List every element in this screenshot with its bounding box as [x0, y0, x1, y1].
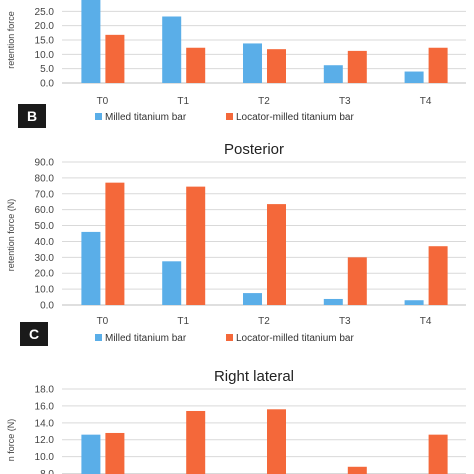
- bar-t1-series-2: [186, 410, 206, 474]
- bar-t3-series-2: [347, 50, 367, 83]
- legend-label: Locator-milled titanium bar: [236, 333, 354, 344]
- panel-2: 0.0 10.0 20.0 30.0 40.0 50.0 60.0 70.0 80.0 90.0 r…: [6, 141, 466, 346]
- y-axis-label: retention force: [6, 11, 16, 69]
- bar-t0-series-1: [81, 231, 101, 305]
- y-tick-label: 14.0: [35, 418, 55, 429]
- legend-label: Milled titanium bar: [105, 333, 187, 344]
- bar-t4-series-2: [428, 434, 448, 474]
- bar-t4-series-1: [404, 300, 424, 305]
- y-tick-label: 18.0: [35, 385, 55, 396]
- bar-t0-series-1: [81, 0, 101, 83]
- x-tick-label: T4: [420, 316, 432, 327]
- y-tick-label: 10.0: [35, 452, 55, 463]
- y-tick-label: 16.0: [35, 401, 55, 412]
- legend-label: Milled titanium bar: [105, 112, 187, 123]
- y-tick-label: 50.0: [35, 221, 55, 232]
- y-tick-label: 15.0: [35, 36, 55, 47]
- x-tick-label: T3: [339, 316, 351, 327]
- legend-label: Locator-milled titanium bar: [236, 112, 354, 123]
- y-tick-label: 20.0: [35, 269, 55, 280]
- x-tick-label: T2: [258, 96, 270, 107]
- y-tick-label: 25.0: [35, 7, 55, 18]
- bar-t3-series-2: [347, 466, 367, 474]
- bar-t4-series-1: [404, 71, 424, 83]
- legend-swatch: [95, 113, 102, 120]
- x-tick-label: T1: [177, 316, 189, 327]
- bar-t4-series-2: [428, 246, 448, 305]
- bar-t3-series-1: [323, 65, 343, 83]
- bar-t2-series-2: [267, 409, 286, 474]
- bar-t4-series-2: [428, 47, 448, 83]
- bar-t0-series-2: [105, 432, 125, 474]
- y-tick-label: 5.0: [40, 64, 54, 75]
- x-tick-label: T0: [97, 316, 109, 327]
- y-axis-label: n force (N): [6, 419, 16, 462]
- y-tick-label: 0.0: [40, 301, 54, 312]
- bar-t0-series-2: [105, 182, 125, 305]
- chart-title: Posterior: [224, 141, 284, 158]
- y-tick-label: 10.0: [35, 50, 55, 61]
- bar-t2-series-1: [243, 293, 262, 305]
- x-tick-label: T0: [97, 96, 109, 107]
- panel-badge-label: C: [29, 326, 39, 342]
- chart-title: Right lateral: [214, 368, 294, 385]
- panel-badge: [20, 322, 48, 346]
- y-axis-label: retention force (N): [6, 199, 16, 272]
- bar-t1-series-2: [186, 47, 206, 83]
- bar-t1-series-2: [186, 186, 206, 305]
- bar-t2-series-1: [243, 43, 262, 83]
- bar-t2-series-2: [267, 204, 286, 305]
- bar-t3-series-2: [347, 257, 367, 305]
- x-tick-label: T1: [177, 96, 189, 107]
- y-tick-label: 30.0: [35, 253, 55, 264]
- bar-t1-series-1: [162, 261, 182, 305]
- legend-swatch: [95, 334, 102, 341]
- panel-3: 8.0 10.0 12.0 14.0 16.0 18.0 n force (N) Right …: [6, 368, 466, 474]
- bar-t0-series-1: [81, 434, 101, 474]
- y-tick-label: 70.0: [35, 189, 55, 200]
- x-tick-label: T3: [339, 96, 351, 107]
- x-tick-label: T4: [420, 96, 432, 107]
- y-tick-label: 12.0: [35, 435, 55, 446]
- legend-swatch: [226, 334, 233, 341]
- bar-t1-series-1: [162, 16, 182, 84]
- y-tick-label: 10.0: [35, 285, 55, 296]
- y-tick-label: 8.0: [40, 469, 54, 474]
- y-tick-label: 90.0: [35, 158, 55, 169]
- y-tick-label: 80.0: [35, 173, 55, 184]
- y-tick-label: 60.0: [35, 205, 55, 216]
- bar-t2-series-2: [267, 49, 286, 83]
- panel-badge: [18, 104, 46, 128]
- panel-badge-label: B: [27, 108, 37, 124]
- y-tick-label: 20.0: [35, 21, 55, 32]
- bar-t3-series-1: [323, 298, 343, 305]
- panel-1: 0.0 5.0 10.0 15.0 20.0 25.0 retention force T0 T…: [6, 0, 466, 128]
- bar-t0-series-2: [105, 34, 125, 83]
- legend-swatch: [226, 113, 233, 120]
- x-tick-label: T2: [258, 316, 270, 327]
- y-tick-label: 0.0: [40, 79, 54, 90]
- y-tick-label: 40.0: [35, 237, 55, 248]
